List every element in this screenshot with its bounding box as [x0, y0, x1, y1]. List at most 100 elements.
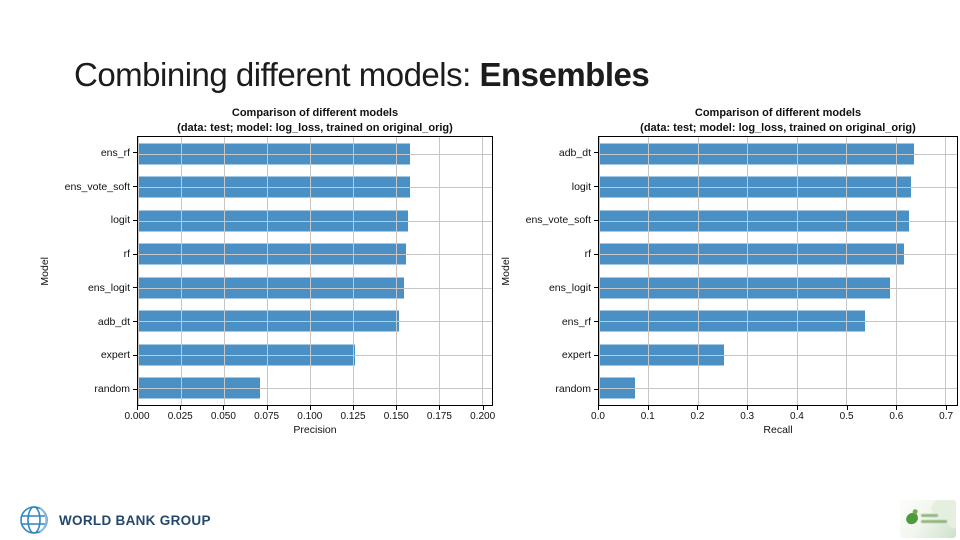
category-label: random — [555, 383, 591, 396]
gridline-horizontal — [599, 287, 957, 289]
partner-logo-text-line — [921, 520, 947, 523]
x-tick-label: 0.000 — [124, 411, 150, 422]
x-tick-label: 0.4 — [789, 411, 804, 422]
bar-row — [599, 271, 957, 305]
bar-row — [138, 238, 492, 272]
bar-row — [138, 305, 492, 339]
y-tick-label: logit — [514, 170, 598, 204]
world-bank-logo: WORLD BANK GROUP — [18, 503, 211, 537]
y-tick-mark — [594, 354, 598, 356]
y-tick-label: rf — [53, 237, 137, 271]
category-label: logit — [571, 180, 591, 193]
bar-row — [138, 171, 492, 205]
category-label: random — [94, 383, 130, 396]
y-tick-mark — [594, 287, 598, 289]
bar-row — [599, 204, 957, 238]
gridline-vertical — [309, 137, 311, 405]
bar-row — [599, 137, 957, 171]
x-tick-label: 0.5 — [839, 411, 854, 422]
x-tick-mark — [482, 406, 484, 410]
x-tick-label: 0.025 — [167, 411, 193, 422]
y-tick-label: rf — [514, 237, 598, 271]
gridline-vertical — [747, 137, 749, 405]
slide-title: Combining different models: Ensembles — [74, 56, 650, 94]
x-tick-label: 0.075 — [254, 411, 280, 422]
y-axis-label: Model — [39, 256, 51, 286]
gridline-horizontal — [138, 187, 492, 189]
bar-row — [138, 137, 492, 171]
x-tick-label: 0.125 — [340, 411, 366, 422]
category-label: rf — [584, 248, 591, 261]
y-tick-mark — [133, 354, 137, 356]
chart-title: Comparison of different models — [231, 107, 399, 119]
x-tick-label: 0.050 — [210, 411, 236, 422]
plot-area — [137, 136, 493, 406]
world-bank-globe-icon — [20, 506, 48, 534]
gridline-horizontal — [138, 354, 492, 356]
y-tick-label: ens_vote_soft — [514, 204, 598, 238]
bar-row — [599, 372, 957, 406]
y-tick-mark — [594, 388, 598, 390]
gridline-vertical — [352, 137, 354, 405]
y-tick-mark — [594, 186, 598, 188]
y-tick-label: ens_logit — [514, 271, 598, 305]
category-label: ens_logit — [87, 281, 130, 294]
x-tick-mark — [846, 406, 848, 410]
y-tick-label: ens_rf — [53, 136, 137, 170]
y-tick-mark — [594, 253, 598, 255]
x-tick-mark — [180, 406, 182, 410]
gridline-vertical — [895, 137, 897, 405]
bar-row — [599, 171, 957, 205]
x-tick-label: 0.100 — [297, 411, 323, 422]
gridline-vertical — [395, 137, 397, 405]
y-tick-label: expert — [514, 339, 598, 373]
chart-title: Comparison of different models — [694, 107, 862, 119]
x-tick-mark — [796, 406, 798, 410]
gridline-vertical — [796, 137, 798, 405]
y-axis-label: Model — [500, 256, 512, 286]
x-tick-label: 0.6 — [889, 411, 904, 422]
bar-row — [138, 338, 492, 372]
gridline-vertical — [697, 137, 699, 405]
gridline-horizontal — [599, 354, 957, 356]
x-tick-mark — [747, 406, 749, 410]
bar-row — [138, 372, 492, 406]
y-tick-mark — [133, 287, 137, 289]
y-tick-labels: adb_dt logit ens_vote_soft rf ens_logit ens_r… — [514, 136, 598, 406]
x-tick-mark — [946, 406, 948, 410]
y-tick-label: ens_rf — [514, 305, 598, 339]
partner-green-emblem-icon — [904, 511, 920, 526]
x-tick-label: 0.150 — [383, 411, 409, 422]
y-tick-label: ens_logit — [53, 271, 137, 305]
category-label: rf — [123, 248, 130, 261]
gridline-horizontal — [138, 254, 492, 256]
bar-row — [138, 271, 492, 305]
gridline-vertical — [223, 137, 225, 405]
x-tick-label: 0.1 — [640, 411, 655, 422]
gridline-horizontal — [138, 388, 492, 390]
gridline-vertical — [945, 137, 947, 405]
x-tick-mark — [353, 406, 355, 410]
x-tick-mark — [697, 406, 699, 410]
y-tick-mark — [133, 321, 137, 323]
bar-row — [599, 305, 957, 339]
category-label: adb_dt — [97, 315, 130, 328]
category-label: ens_vote_soft — [525, 214, 591, 227]
x-tick-mark — [396, 406, 398, 410]
x-axis-label: Precision — [293, 424, 337, 436]
plot-area — [598, 136, 958, 406]
x-tick-labels: 0.0 0.1 0.2 0.3 0.4 0.5 0.6 0.7 — [591, 406, 958, 424]
bar-row — [599, 338, 957, 372]
chart-body: Model ens_rf ens_vote_soft logit rf ens_logi… — [37, 136, 495, 440]
category-label: ens_logit — [548, 281, 591, 294]
category-label: expert — [100, 349, 130, 362]
gridline-horizontal — [138, 153, 492, 155]
y-tick-mark — [594, 152, 598, 154]
x-tick-mark — [439, 406, 441, 410]
gridline-horizontal — [138, 321, 492, 323]
y-tick-mark — [133, 186, 137, 188]
category-label: ens_rf — [100, 146, 130, 159]
y-tick-label: logit — [53, 204, 137, 238]
category-label: expert — [561, 349, 591, 362]
